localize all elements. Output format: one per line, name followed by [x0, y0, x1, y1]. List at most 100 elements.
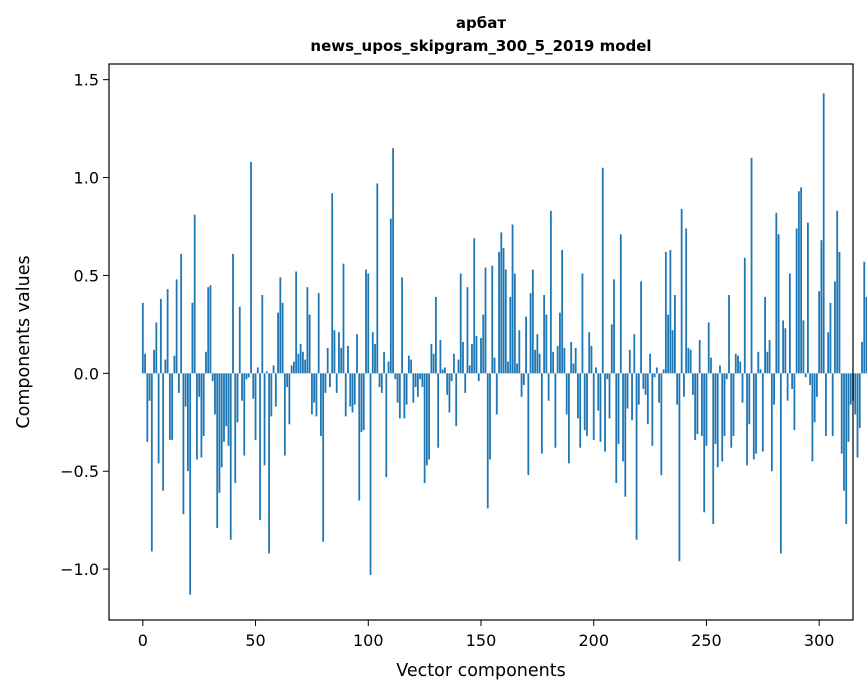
bar-component-319	[861, 342, 863, 374]
bar-component-250	[705, 373, 708, 446]
bar-component-194	[579, 373, 582, 448]
bar-component-241	[685, 228, 688, 374]
bar-component-168	[520, 373, 523, 397]
bar-component-155	[491, 265, 494, 374]
bar-component-246	[696, 373, 699, 435]
bar-component-33	[216, 373, 219, 528]
bar-component-251	[707, 322, 710, 374]
bar-component-146	[471, 343, 473, 374]
bar-component-304	[827, 332, 830, 374]
bar-component-305	[829, 302, 832, 374]
bar-component-96	[358, 373, 361, 501]
bar-component-32	[214, 373, 216, 415]
bar-component-245	[694, 373, 697, 440]
bar-component-40	[232, 253, 234, 374]
y-tick-label: −0.5	[60, 462, 99, 481]
bar-component-88	[340, 347, 343, 374]
bar-component-166	[516, 363, 518, 374]
bar-component-123	[419, 373, 422, 380]
bar-component-209	[613, 279, 615, 374]
bar-component-85	[333, 330, 336, 374]
bar-component-230	[660, 373, 663, 476]
bar-component-179	[545, 314, 548, 374]
bar-component-100	[367, 273, 370, 374]
bar-component-237	[676, 373, 679, 405]
bar-component-267	[743, 257, 746, 374]
bar-component-244	[692, 373, 694, 395]
bar-component-271	[752, 373, 755, 460]
bar-component-240	[683, 373, 685, 397]
bar-component-44	[241, 373, 243, 401]
bar-component-7	[157, 373, 160, 464]
bar-component-308	[836, 210, 839, 374]
bar-component-224	[646, 373, 649, 425]
bar-component-311	[843, 373, 845, 491]
bar-component-128	[430, 343, 433, 374]
bar-component-298	[813, 373, 816, 423]
y-axis-ticks: −1.0 −0.5 0.0 0.5 1.0 1.5	[60, 71, 109, 579]
bar-component-233	[667, 314, 670, 374]
bar-component-66	[290, 365, 293, 374]
bar-component-218	[633, 334, 636, 374]
bar-component-152	[484, 267, 487, 374]
bar-component-320	[863, 261, 866, 374]
bar-component-99	[365, 269, 367, 374]
bar-component-212	[619, 234, 622, 374]
bar-component-139	[455, 373, 458, 427]
bar-component-57	[270, 373, 273, 417]
bar-component-49	[252, 373, 255, 399]
bar-component-133	[441, 369, 444, 374]
bar-component-173	[531, 269, 534, 374]
bar-component-70	[299, 343, 302, 374]
bar-component-14	[173, 355, 176, 374]
bar-component-43	[238, 306, 241, 374]
bar-component-52	[259, 373, 261, 521]
bar-component-55	[265, 371, 268, 374]
bar-component-87	[338, 332, 340, 374]
bar-component-279	[770, 373, 773, 472]
bar-component-21	[189, 373, 192, 595]
bar-component-165	[513, 273, 516, 374]
bar-component-141	[459, 273, 462, 374]
chart-title-line2: news_upos_skipgram_300_5_2019 model	[310, 37, 651, 55]
bar-component-158	[498, 251, 500, 374]
bar-component-90	[344, 373, 347, 417]
bar-component-302	[822, 93, 825, 374]
bar-component-104	[376, 183, 379, 374]
bar-component-312	[845, 373, 848, 525]
bar-component-301	[820, 240, 823, 374]
y-tick-label: 0.5	[74, 266, 99, 285]
bar-component-195	[581, 273, 584, 374]
bar-component-103	[374, 343, 376, 374]
bar-component-266	[741, 373, 744, 403]
bar-component-51	[256, 367, 259, 374]
bar-component-178	[543, 295, 546, 374]
bar-component-83	[329, 373, 331, 388]
bar-component-313	[847, 373, 850, 442]
bar-component-283	[779, 373, 782, 554]
bar-component-228	[655, 367, 658, 374]
bar-component-64	[286, 373, 289, 388]
bar-component-112	[394, 373, 397, 380]
bar-component-54	[263, 373, 266, 466]
bar-component-219	[635, 373, 638, 540]
bar-component-286	[786, 373, 789, 401]
bar-component-19	[184, 373, 187, 407]
bar-component-206	[606, 373, 609, 380]
bar-component-187	[563, 347, 566, 374]
bar-component-307	[834, 281, 836, 374]
bar-component-309	[838, 251, 841, 374]
bar-component-67	[292, 361, 295, 374]
bar-component-1	[144, 353, 146, 374]
bar-component-42	[236, 373, 239, 423]
bar-component-261	[730, 373, 733, 448]
bar-component-109	[387, 361, 390, 374]
bar-component-278	[768, 340, 771, 374]
bar-component-300	[818, 291, 821, 374]
bar-component-15	[175, 279, 178, 374]
bar-component-255	[716, 373, 719, 468]
bar-component-93	[351, 373, 354, 413]
bars-group	[141, 93, 867, 595]
bar-component-306	[831, 373, 834, 436]
